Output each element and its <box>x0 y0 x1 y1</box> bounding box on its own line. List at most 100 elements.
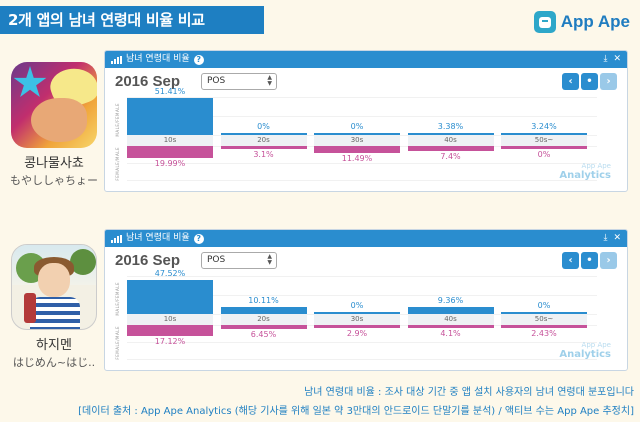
axis-label-top: MALE/FEMALE <box>115 103 120 137</box>
category-label: 50s~ <box>501 135 587 146</box>
category-label: 10s <box>127 314 213 325</box>
metric-select-value: POS <box>207 76 226 86</box>
chart-column-20s: 0% 20s 3.1% <box>220 97 307 181</box>
category-label: 30s <box>314 314 400 325</box>
app-name: 하지멘 <box>36 338 72 353</box>
next-button[interactable]: › <box>600 73 617 90</box>
male-bar <box>314 132 400 135</box>
close-icon[interactable]: ✕ <box>613 54 621 64</box>
axis-label-bottom: FEMALE/MALE <box>115 326 120 360</box>
select-arrows-icon: ▲ ▼ <box>267 253 272 266</box>
female-percent: 11.49% <box>341 154 373 164</box>
download-icon[interactable]: ⤓ <box>603 233 608 243</box>
current-button[interactable]: • <box>581 73 598 90</box>
female-percent: 3.1% <box>253 149 274 159</box>
male-bar <box>220 132 307 135</box>
chart-column-10s: 51.41% 10s 19.99% <box>127 87 213 181</box>
help-icon[interactable]: ? <box>193 54 204 65</box>
app-subname: はじめん~はじ.. <box>12 356 96 369</box>
female-bar <box>407 325 494 328</box>
page-title: 2개 앱의 남녀 연령대 비율 비교 <box>0 6 264 34</box>
axis-label-top: MALE/FEMALE <box>115 282 120 316</box>
footer-definition: 남녀 연령대 비율 : 조사 대상 기간 중 앱 설치 사용자의 남녀 연령대 … <box>304 387 634 398</box>
female-bar <box>220 325 307 330</box>
female-percent: 0% <box>537 149 551 159</box>
female-percent: 2.43% <box>531 328 557 338</box>
chart-column-50s~: 3.24% 50s~ 0% <box>501 97 587 181</box>
age-gender-panel-2: 남녀 연령대 비율 ? ⤓ ✕ 2016 Sep POS ▲ ▼ ‹ • › MA… <box>104 229 628 371</box>
period-nav: ‹ • › <box>562 252 617 269</box>
app-info-1: 콩나물사쵸 もやししゃちょー <box>4 62 104 188</box>
female-percent: 7.4% <box>440 151 461 161</box>
brand-logo: App Ape <box>533 11 630 33</box>
chart-column-30s: 0% 30s 11.49% <box>314 97 400 181</box>
male-bar <box>314 311 400 314</box>
panel-header: 남녀 연령대 비율 ? ⤓ ✕ <box>105 51 627 68</box>
panel-title: 남녀 연령대 비율 <box>126 54 190 64</box>
watermark-line2: Analytics <box>559 170 611 181</box>
app-info-2: 하지멘 はじめん~はじ.. <box>4 244 104 370</box>
app-ape-icon <box>533 11 556 33</box>
male-percent: 47.52% <box>154 268 186 278</box>
category-label: 30s <box>314 135 400 146</box>
chart-column-10s: 47.52% 10s 17.12% <box>127 269 213 360</box>
male-percent: 3.38% <box>437 121 464 131</box>
chart-plot: 51.41% 10s 19.99% 0% 20s 3.1% 0% 30s 11.49% 3.38%… <box>127 87 597 181</box>
chart-column-30s: 0% 30s 2.9% <box>314 276 400 360</box>
chart-column-20s: 10.11% 20s 6.45% <box>220 276 307 360</box>
male-bar <box>407 132 494 135</box>
chart-column-40s: 9.36% 40s 4.1% <box>407 276 494 360</box>
male-percent: 51.41% <box>154 87 186 96</box>
app-icon-hajimen <box>11 244 97 330</box>
category-label: 10s <box>127 135 213 146</box>
male-percent: 3.24% <box>531 121 557 131</box>
male-percent: 9.36% <box>437 296 464 306</box>
app-name: 콩나물사쵸 <box>24 156 84 171</box>
metric-select[interactable]: POS ▲ ▼ <box>201 73 277 90</box>
male-percent: 0% <box>350 300 364 310</box>
male-percent: 0% <box>350 121 364 131</box>
chart-plot: 47.52% 10s 17.12% 10.11% 20s 6.45% 0% 30s 2.9% 9.… <box>127 269 597 360</box>
bar-chart-icon <box>111 234 122 243</box>
watermark: App Ape Analytics <box>559 341 611 360</box>
panel-header: 남녀 연령대 비율 ? ⤓ ✕ <box>105 230 627 247</box>
female-bar <box>501 146 587 149</box>
select-arrows-icon: ▲ ▼ <box>267 74 272 87</box>
next-button[interactable]: › <box>600 252 617 269</box>
male-percent: 0% <box>257 121 270 131</box>
period-nav: ‹ • › <box>562 73 617 90</box>
female-bar <box>220 146 307 149</box>
female-percent: 17.12% <box>154 336 186 346</box>
panel-title: 남녀 연령대 비율 <box>126 233 190 243</box>
female-bar <box>407 146 494 151</box>
help-icon[interactable]: ? <box>193 233 204 244</box>
female-bar <box>314 146 400 154</box>
category-label: 20s <box>220 135 307 146</box>
metric-select[interactable]: POS ▲ ▼ <box>201 252 277 269</box>
chart-column-40s: 3.38% 40s 7.4% <box>407 97 494 181</box>
male-bar <box>127 279 213 314</box>
axis-label-bottom: FEMALE/MALE <box>115 147 120 181</box>
male-bar <box>501 311 587 314</box>
watermark-line1: App Ape <box>581 162 611 170</box>
prev-button[interactable]: ‹ <box>562 73 579 90</box>
watermark-line2: Analytics <box>559 349 611 360</box>
category-label: 40s <box>407 314 494 325</box>
prev-button[interactable]: ‹ <box>562 252 579 269</box>
category-label: 40s <box>407 135 494 146</box>
female-percent: 4.1% <box>440 328 461 338</box>
male-percent: 10.11% <box>248 295 279 305</box>
watermark: App Ape Analytics <box>559 162 611 181</box>
current-button[interactable]: • <box>581 252 598 269</box>
category-label: 20s <box>220 314 307 325</box>
close-icon[interactable]: ✕ <box>613 233 621 243</box>
app-subname: もやししゃちょー <box>10 174 98 187</box>
male-bar <box>127 97 213 135</box>
category-label: 50s~ <box>501 314 587 325</box>
download-icon[interactable]: ⤓ <box>603 54 608 64</box>
female-bar <box>314 325 400 328</box>
female-bar <box>127 146 213 159</box>
metric-select-value: POS <box>207 255 226 265</box>
footer-source: [데이터 출처 : App Ape Analytics (해당 기사를 위해 일… <box>78 406 634 417</box>
male-bar <box>407 307 494 314</box>
